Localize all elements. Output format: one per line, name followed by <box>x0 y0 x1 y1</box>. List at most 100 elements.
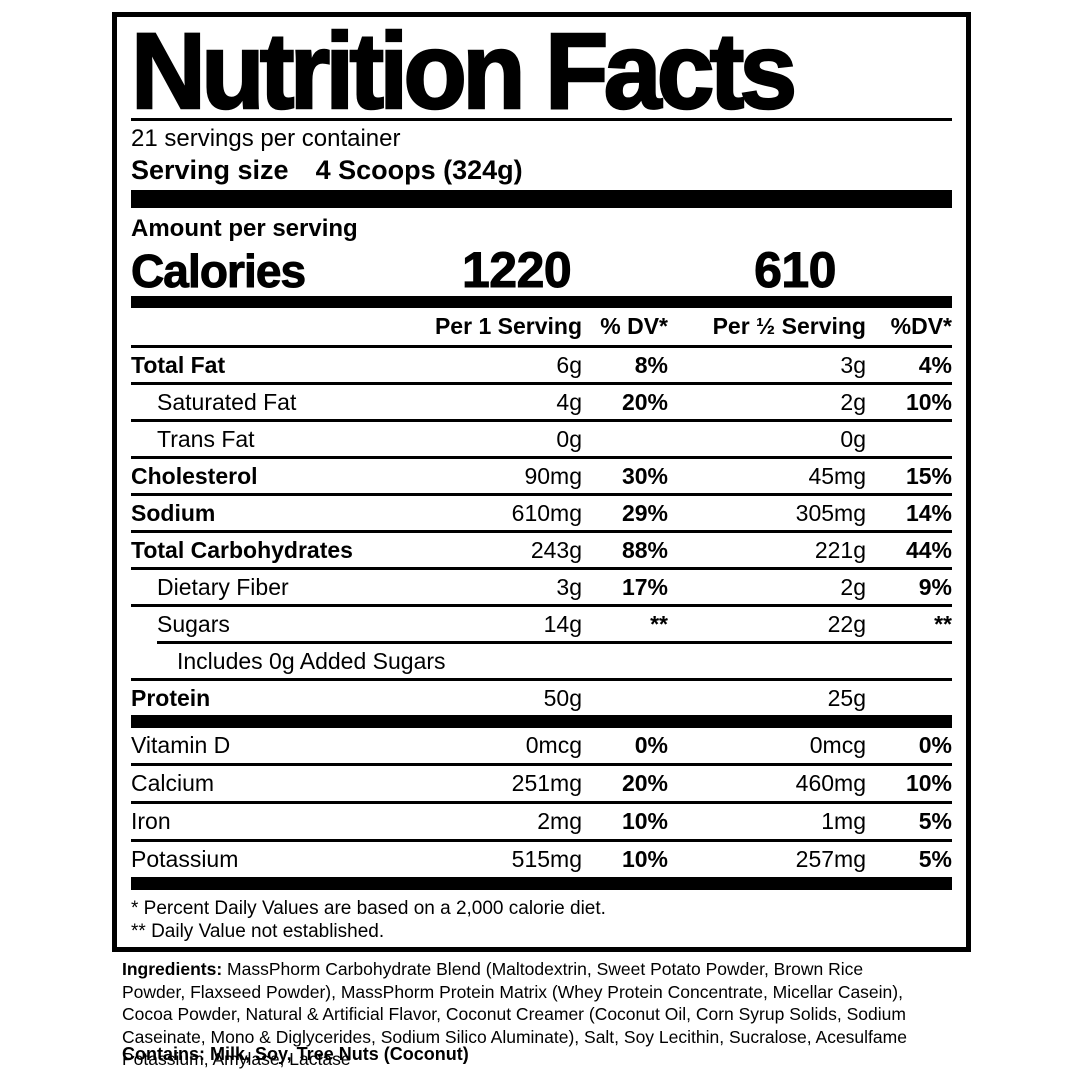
dv-2: ** <box>934 610 952 637</box>
amount-1: 6g <box>556 351 582 378</box>
serving-size-line: Serving size 4 Scoops (324g) <box>131 155 952 185</box>
micronutrient-rows: Vitamin D 0mcg 0% 0mcg 0% Calcium 251mg … <box>131 728 952 877</box>
calories-per-serving-value: 1220 <box>462 242 573 299</box>
nutrient-row-sugars: Sugars 14g ** 22g ** <box>131 604 952 641</box>
dv-2: 10% <box>905 770 952 797</box>
divider-bar-medium <box>131 877 952 891</box>
nutrient-name: Includes 0g Added Sugars <box>177 647 446 674</box>
footnotes: * Percent Daily Values are based on a 2,… <box>131 897 952 943</box>
nutrient-rows: Total Fat 6g 8% 3g 4% Saturated Fat 4g 2… <box>131 348 952 715</box>
nutrient-row-added-sugars: Includes 0g Added Sugars <box>157 641 952 678</box>
amount-2: 2g <box>840 388 866 415</box>
dv-2: 10% <box>905 388 952 415</box>
nutrient-name: Trans Fat <box>157 425 255 452</box>
contains-statement: Contains: Milk, Soy, Tree Nuts (Coconut) <box>122 1044 469 1064</box>
amount-2: 0g <box>840 425 866 452</box>
nutrient-name: Sugars <box>157 610 230 637</box>
dv-1: 0% <box>634 732 668 759</box>
amount-2: 221g <box>814 536 866 563</box>
dv-1: 10% <box>621 808 668 835</box>
amount-per-serving-label: Amount per serving <box>131 215 358 243</box>
amount-1: 90mg <box>524 462 582 489</box>
amount-1: 2mg <box>537 808 582 835</box>
amount-2: 1mg <box>821 808 866 835</box>
nutrient-row-dietary-fiber: Dietary Fiber 3g 17% 2g 9% <box>131 567 952 604</box>
column-header-row: Per 1 Serving % DV* Per ½ Serving %DV* <box>131 308 952 349</box>
dv-1: 10% <box>621 846 668 873</box>
amount-1: 0mcg <box>525 732 582 759</box>
dv-1: 88% <box>621 536 668 563</box>
nutrient-row-calcium: Calcium 251mg 20% 460mg 10% <box>131 763 952 801</box>
amount-2: 3g <box>840 351 866 378</box>
nutrient-name: Iron <box>131 808 171 835</box>
amount-1: 14g <box>543 610 582 637</box>
nutrient-name: Potassium <box>131 846 239 873</box>
dv-1: 29% <box>621 499 668 526</box>
nutrient-name: Cholesterol <box>131 462 258 489</box>
amount-2: 0mcg <box>809 732 866 759</box>
footnote-dv-not-established: ** Daily Value not established. <box>131 921 385 943</box>
ingredients-text: MassPhorm Carbohydrate Blend (Maltodextr… <box>122 959 907 1069</box>
divider-bar-medium <box>131 296 952 309</box>
nutrient-name: Vitamin D <box>131 732 231 759</box>
dv-2: 15% <box>905 462 952 489</box>
nutrient-name: Total Carbohydrates <box>131 536 353 563</box>
nutrient-name: Sodium <box>131 499 216 526</box>
dv-2: 5% <box>918 846 952 873</box>
divider-bar-medium <box>131 715 952 729</box>
nutrient-row-sodium: Sodium 610mg 29% 305mg 14% <box>131 493 952 530</box>
column-header-per-serving: Per 1 Serving <box>434 313 582 340</box>
dv-1: 20% <box>621 388 668 415</box>
nutrient-row-total-fat: Total Fat 6g 8% 3g 4% <box>131 348 952 382</box>
calories-per-half-serving-value: 610 <box>754 242 837 299</box>
nutrient-row-vitamin-d: Vitamin D 0mcg 0% 0mcg 0% <box>131 728 952 763</box>
nutrient-row-saturated-fat: Saturated Fat 4g 20% 2g 10% <box>131 382 952 419</box>
column-header-dv2: %DV* <box>890 313 952 340</box>
amount-1: 50g <box>543 684 582 711</box>
column-header-dv1: % DV* <box>600 313 668 340</box>
amount-2: 25g <box>827 684 866 711</box>
calories-label: Calories <box>131 245 307 298</box>
ingredients-label: Ingredients: <box>122 959 223 979</box>
nutrient-row-total-carbohydrates: Total Carbohydrates 243g 88% 221g 44% <box>131 530 952 567</box>
divider-thin <box>131 118 952 122</box>
amount-1: 3g <box>556 573 582 600</box>
nutrient-row-potassium: Potassium 515mg 10% 257mg 5% <box>131 839 952 877</box>
amount-1: 515mg <box>511 846 582 873</box>
dv-2: 44% <box>905 536 952 563</box>
nutrient-name: Calcium <box>131 770 215 797</box>
dv-1: 20% <box>621 770 668 797</box>
dv-1: ** <box>650 610 668 637</box>
amount-2: 305mg <box>795 499 866 526</box>
dv-1: 17% <box>621 573 668 600</box>
dv-2: 9% <box>918 573 952 600</box>
amount-2: 2g <box>840 573 866 600</box>
amount-1: 610mg <box>511 499 582 526</box>
amount-2: 45mg <box>808 462 866 489</box>
amount-2: 257mg <box>795 846 866 873</box>
nutrition-facts-panel: Nutrition Facts 21 servings per containe… <box>112 12 971 952</box>
nutrient-name: Dietary Fiber <box>157 573 289 600</box>
dv-2: 4% <box>918 351 952 378</box>
footnote-daily-values: * Percent Daily Values are based on a 2,… <box>131 898 606 920</box>
dv-1: 30% <box>621 462 668 489</box>
nutrient-name: Protein <box>131 684 211 711</box>
amount-1: 251mg <box>511 770 582 797</box>
nutrient-row-trans-fat: Trans Fat 0g 0g <box>131 419 952 456</box>
serving-size-value: 4 Scoops (324g) <box>315 155 523 186</box>
dv-2: 14% <box>905 499 952 526</box>
amount-1: 4g <box>556 388 582 415</box>
dv-2: 0% <box>918 732 952 759</box>
divider-bar-thick <box>131 190 952 209</box>
amount-2: 460mg <box>795 770 866 797</box>
nutrient-name: Saturated Fat <box>157 388 297 415</box>
nutrient-row-iron: Iron 2mg 10% 1mg 5% <box>131 801 952 839</box>
dv-2: 5% <box>918 808 952 835</box>
serving-size-label: Serving size <box>131 155 289 186</box>
amount-1: 0g <box>556 425 582 452</box>
panel-title: Nutrition Facts <box>130 10 799 131</box>
calories-row: Calories 1220 610 <box>131 242 952 299</box>
column-header-per-half-serving: Per ½ Serving <box>712 313 866 340</box>
nutrient-name: Total Fat <box>131 351 226 378</box>
dv-1: 8% <box>634 351 668 378</box>
